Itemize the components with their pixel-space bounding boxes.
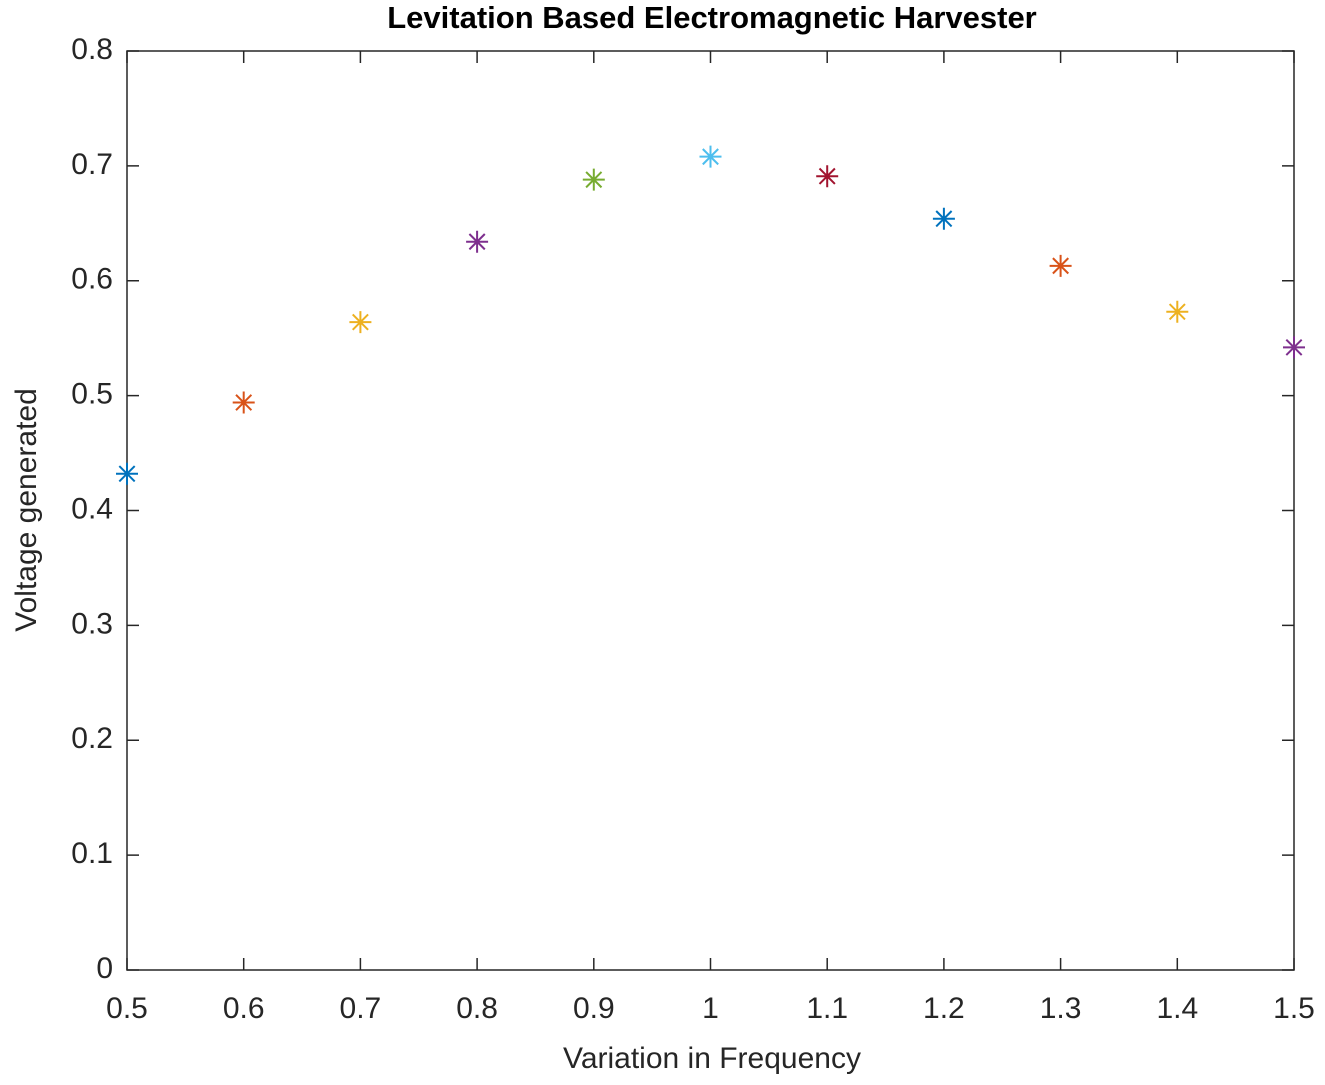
- data-point: [232, 391, 255, 414]
- chart-title: Levitation Based Electromagnetic Harvest…: [387, 0, 1037, 35]
- x-tick-label: 0.7: [340, 992, 382, 1025]
- x-tick-label: 0.6: [223, 992, 265, 1025]
- plot-frame: [126, 50, 1295, 971]
- x-tick-label: 1.4: [1156, 992, 1198, 1025]
- x-tick-label: 1.5: [1273, 992, 1315, 1025]
- y-axis-label: Voltage generated: [10, 388, 43, 632]
- x-tick-label: 0.9: [573, 992, 615, 1025]
- y-tick-label: 0.6: [71, 263, 113, 296]
- x-axis-label: Variation in Frequency: [563, 1042, 861, 1075]
- data-point: [116, 462, 138, 485]
- x-tick-label: 0.5: [106, 992, 148, 1025]
- data-point: [816, 165, 839, 188]
- data-point: [1049, 254, 1072, 277]
- x-tick-label: 0.8: [456, 992, 498, 1025]
- y-tick-label: 0.7: [71, 148, 113, 181]
- data-point: [699, 145, 722, 168]
- data-point: [349, 311, 372, 334]
- y-tick-label: 0.3: [71, 607, 113, 640]
- y-tick-label: 0.4: [71, 492, 113, 525]
- x-tick-label: 1.2: [923, 992, 965, 1025]
- data-point: [582, 168, 605, 191]
- data-point: [1283, 336, 1305, 359]
- x-tick-label: 1.3: [1040, 992, 1082, 1025]
- y-tick-label: 0: [96, 952, 113, 985]
- y-tick-label: 0.1: [71, 837, 113, 870]
- y-tick-label: 0.5: [71, 378, 113, 411]
- y-tick-label: 0.2: [71, 722, 113, 755]
- data-point: [1166, 300, 1189, 323]
- x-tick-label: 1: [702, 992, 719, 1025]
- data-point: [932, 207, 955, 230]
- x-tick-label: 1.1: [806, 992, 848, 1025]
- y-tick-label: 0.8: [71, 33, 113, 66]
- data-point: [466, 230, 489, 253]
